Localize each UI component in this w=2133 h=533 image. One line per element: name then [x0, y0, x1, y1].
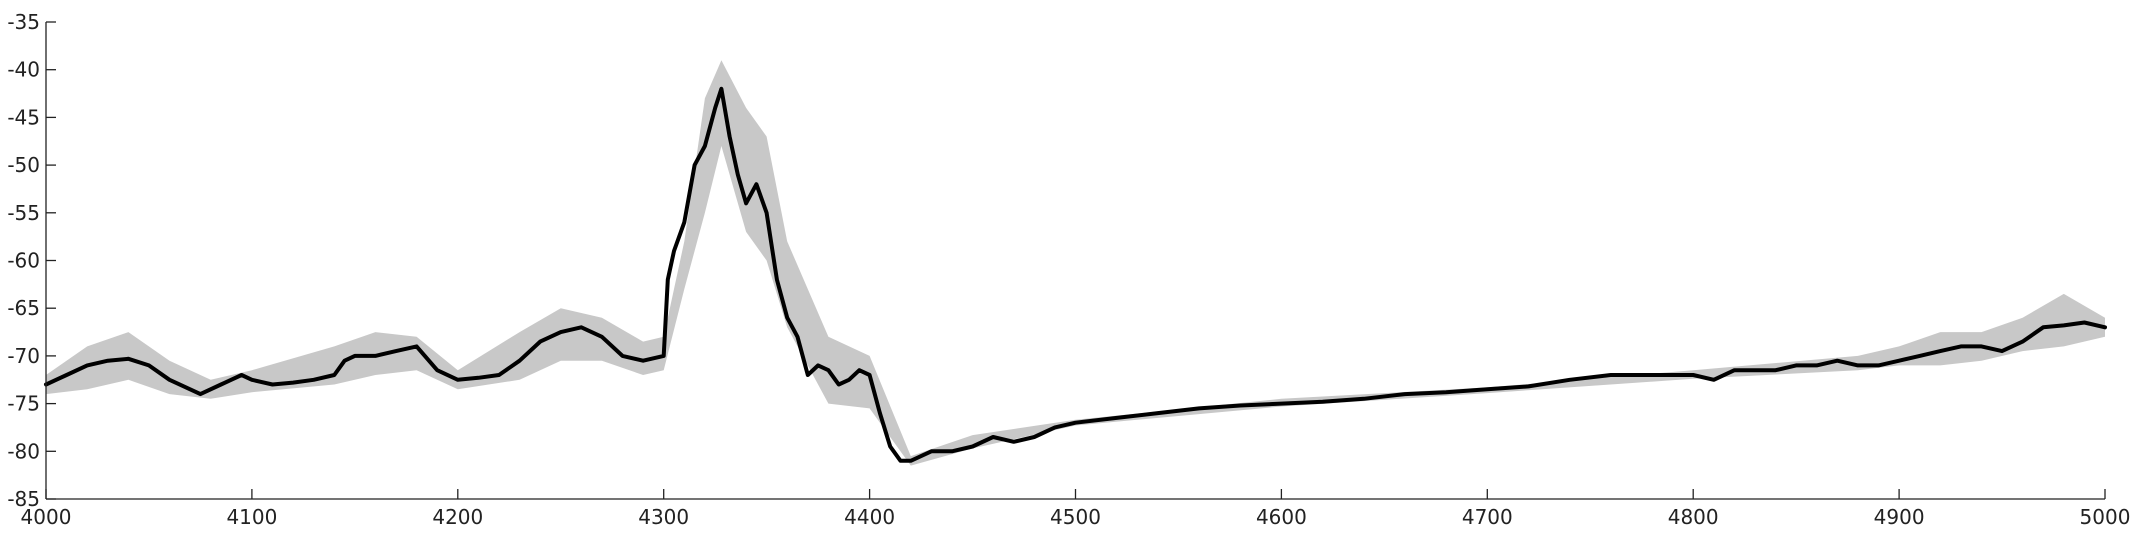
x-tick-label: 4200 — [432, 505, 483, 529]
y-tick-label: -70 — [7, 344, 40, 368]
y-tick-label: -85 — [7, 487, 40, 511]
y-tick-label: -35 — [7, 10, 40, 34]
y-tick-label: -50 — [7, 153, 40, 177]
y-tick-label: -55 — [7, 201, 40, 225]
x-tick-label: 4600 — [1256, 505, 1307, 529]
x-tick-label: 4400 — [844, 505, 895, 529]
y-tick-label: -75 — [7, 392, 40, 416]
y-tick-label: -80 — [7, 439, 40, 463]
x-tick-label: 5000 — [2080, 505, 2131, 529]
x-tick-label: 4900 — [1874, 505, 1925, 529]
y-tick-label: -45 — [7, 105, 40, 129]
x-tick-label: 4300 — [638, 505, 689, 529]
mean-line — [44, 86, 2107, 463]
line-layer — [44, 86, 2107, 463]
band-layer — [46, 60, 2105, 466]
x-tick-label: 4500 — [1050, 505, 1101, 529]
y-tick-label: -65 — [7, 296, 40, 320]
y-tick-label: -60 — [7, 249, 40, 273]
x-tick-label: 4800 — [1668, 505, 1719, 529]
y-tick-label: -40 — [7, 58, 40, 82]
x-tick-label: 4000 — [21, 505, 72, 529]
variability-band — [46, 60, 2105, 466]
x-tick-label: 4100 — [226, 505, 277, 529]
x-tick-label: 4700 — [1462, 505, 1513, 529]
